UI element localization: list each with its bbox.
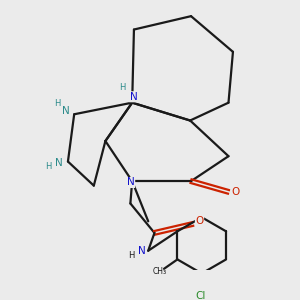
Text: N: N xyxy=(138,246,146,256)
Text: O: O xyxy=(195,216,204,226)
Text: H: H xyxy=(128,251,135,260)
Text: N: N xyxy=(127,178,135,188)
Text: H: H xyxy=(54,98,61,107)
Text: N: N xyxy=(55,158,62,168)
Text: H: H xyxy=(120,83,126,92)
Text: O: O xyxy=(231,187,239,197)
Text: CH₃: CH₃ xyxy=(152,267,166,276)
Text: H: H xyxy=(45,162,51,171)
Text: Cl: Cl xyxy=(195,291,206,300)
Text: N: N xyxy=(62,106,70,116)
Text: N: N xyxy=(130,92,137,102)
